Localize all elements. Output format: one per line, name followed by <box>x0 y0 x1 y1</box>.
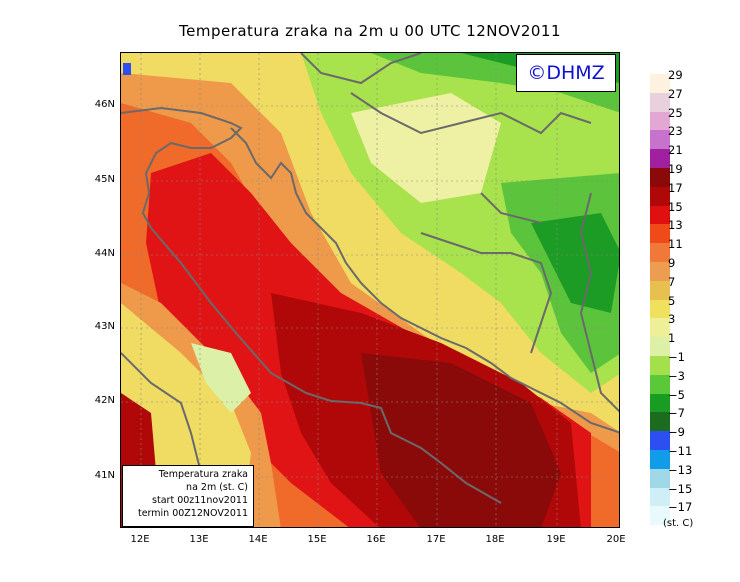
legend-swatch <box>650 92 670 112</box>
lon-label: 19E <box>546 534 566 545</box>
legend-label: 13 <box>668 218 683 233</box>
temperature-map <box>120 52 620 528</box>
legend-label: −15 <box>668 481 693 496</box>
lon-label: 18E <box>485 534 505 545</box>
lon-label: 16E <box>366 534 386 545</box>
lon-label: 12E <box>130 534 150 545</box>
lat-label: 45N <box>94 174 115 185</box>
legend-label: −17 <box>668 500 693 515</box>
lon-label: 14E <box>248 534 268 545</box>
legend-label: −9 <box>668 425 685 440</box>
legend-label: −13 <box>668 462 693 477</box>
legend-swatch <box>650 130 670 150</box>
legend-label: 25 <box>668 105 683 120</box>
lat-label: 46N <box>94 99 115 110</box>
legend-swatch <box>650 186 670 206</box>
lat-label: 41N <box>94 470 115 481</box>
legend-swatch <box>650 243 670 262</box>
legend-swatch <box>650 111 670 131</box>
land-darkgreen-east <box>531 213 619 313</box>
legend-label: −1 <box>668 350 685 364</box>
legend-label: −5 <box>668 387 685 402</box>
lon-label: 13E <box>189 534 209 545</box>
legend-swatch <box>650 506 670 526</box>
legend-swatch <box>650 261 670 281</box>
legend-swatch <box>650 355 670 375</box>
lat-label: 43N <box>94 321 115 332</box>
legend-swatch <box>650 412 670 432</box>
info-box: Temperatura zraka na 2m (st. C) start 00… <box>122 465 254 527</box>
legend-label: −3 <box>668 368 685 383</box>
color-legend <box>650 74 670 526</box>
adriatic-sea-darkest <box>361 353 561 527</box>
info-line-variable: Temperatura zraka <box>158 469 248 480</box>
cold-spot <box>123 63 131 75</box>
legend-swatch <box>650 337 670 356</box>
legend-swatch <box>650 224 670 244</box>
legend-swatch <box>650 487 670 507</box>
lon-label: 20E <box>606 534 626 545</box>
legend-swatch <box>650 318 670 338</box>
info-line-unit: na 2m (st. C) <box>186 482 248 493</box>
map-title: Temperatura zraka na 2m u 00 UTC 12NOV20… <box>178 22 561 40</box>
legend-swatch <box>650 374 670 394</box>
legend-swatch <box>650 299 670 319</box>
legend-label: 15 <box>668 199 683 214</box>
coastlines <box>121 53 619 527</box>
legend-label: 7 <box>668 274 676 289</box>
legend-swatch <box>650 167 670 187</box>
legend-label: 1 <box>668 331 676 346</box>
legend-swatch <box>650 205 670 225</box>
legend-label: 11 <box>668 237 683 252</box>
legend-swatch <box>650 431 670 450</box>
legend-swatch <box>650 280 670 300</box>
legend-label: 23 <box>668 124 683 139</box>
legend-label: 3 <box>668 312 676 327</box>
copyright-badge: ©DHMZ <box>516 54 616 92</box>
land-paleyellow <box>351 93 501 203</box>
legend-label: −11 <box>668 444 693 458</box>
legend-label: 21 <box>668 143 683 158</box>
legend-label: 17 <box>668 180 683 195</box>
legend-swatch <box>650 468 670 488</box>
legend-swatch <box>650 74 670 93</box>
legend-swatch <box>650 149 670 168</box>
legend-label: −7 <box>668 406 685 421</box>
lon-label: 17E <box>426 534 446 545</box>
legend-unit: (st. C) <box>663 518 694 529</box>
legend-label: 27 <box>668 86 683 101</box>
lat-label: 44N <box>94 248 115 259</box>
legend-label: 5 <box>668 293 676 308</box>
map-canvas <box>121 53 619 527</box>
info-line-termin: termin 00Z12NOV2011 <box>137 508 248 519</box>
legend-label: 29 <box>668 68 683 82</box>
legend-swatch <box>650 393 670 413</box>
info-line-start: start 00z11nov2011 <box>152 495 248 506</box>
lat-label: 42N <box>94 395 115 406</box>
grid-lines <box>121 53 619 527</box>
lon-label: 15E <box>307 534 327 545</box>
legend-label: 19 <box>668 162 683 176</box>
legend-swatch <box>650 449 670 469</box>
italy-apennine-pale <box>191 343 251 413</box>
legend-label: 9 <box>668 256 676 270</box>
